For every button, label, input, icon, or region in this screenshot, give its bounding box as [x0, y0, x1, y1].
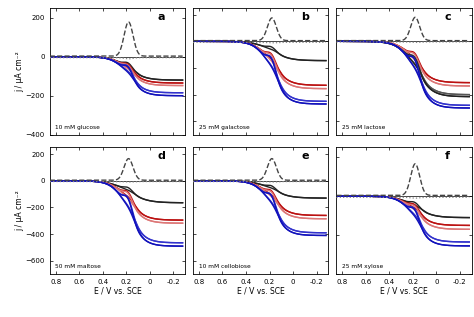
Text: 10 mM glucose: 10 mM glucose [55, 125, 100, 130]
X-axis label: E / V vs. SCE: E / V vs. SCE [93, 287, 141, 295]
Text: e: e [301, 151, 309, 161]
Text: 25 mM xylose: 25 mM xylose [342, 264, 383, 269]
Text: d: d [158, 151, 166, 161]
Text: a: a [158, 12, 165, 22]
Text: 25 mM lactose: 25 mM lactose [342, 125, 385, 130]
Text: 50 mM maltose: 50 mM maltose [55, 264, 101, 269]
X-axis label: E / V vs. SCE: E / V vs. SCE [237, 287, 284, 295]
Text: 10 mM cellobiose: 10 mM cellobiose [199, 264, 250, 269]
Y-axis label: j / μA cm⁻²: j / μA cm⁻² [15, 191, 24, 231]
Y-axis label: j / μA cm⁻²: j / μA cm⁻² [15, 51, 24, 92]
X-axis label: E / V vs. SCE: E / V vs. SCE [380, 287, 428, 295]
Text: f: f [445, 151, 449, 161]
Text: 25 mM galactose: 25 mM galactose [199, 125, 249, 130]
Text: b: b [301, 12, 309, 22]
Text: c: c [445, 12, 451, 22]
